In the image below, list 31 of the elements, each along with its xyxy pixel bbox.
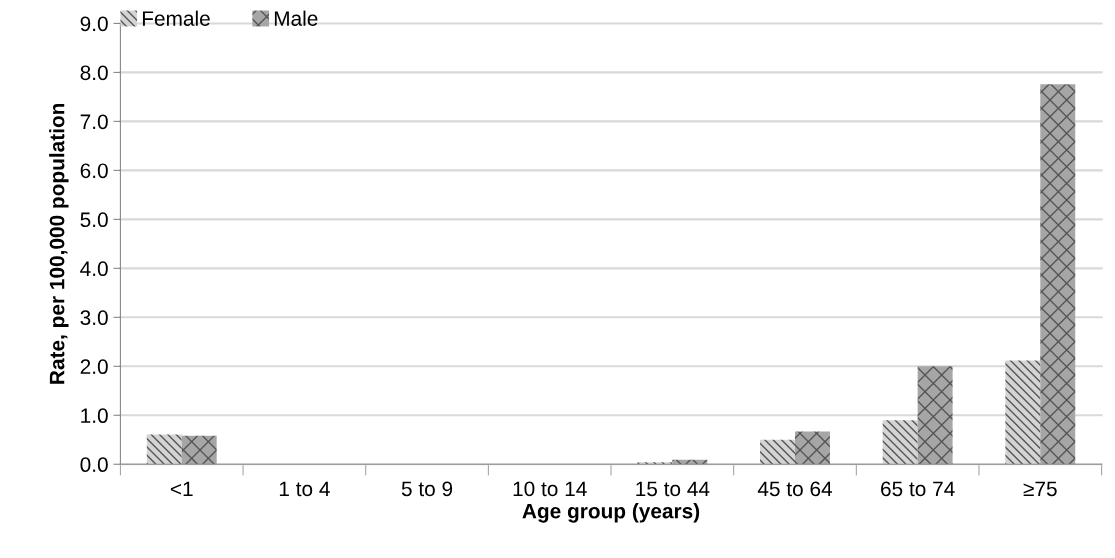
bar [1040,84,1076,465]
x-tick-label: ≥75 [1023,481,1057,497]
x-tick-label: 65 to 74 [881,481,955,497]
x-tick-label: <1 [170,481,193,497]
y-tick-label: 8.0 [80,65,108,81]
bar [1005,360,1041,465]
x-tick-label: 1 to 4 [279,481,330,497]
x-tick-label: 10 to 14 [513,481,587,497]
y-tick-label: 9.0 [80,16,108,32]
bar [917,366,953,465]
y-tick-label: 0.0 [80,457,108,473]
bar [882,420,918,465]
x-tick-label: 5 to 9 [401,481,453,497]
y-tick-label: 6.0 [80,163,108,179]
x-axis-title: Age group (years) [522,503,700,523]
bar [181,435,217,465]
x-tick-label: 45 to 64 [757,481,833,497]
bar [672,459,708,465]
bar [760,439,795,465]
y-tick-label: 3.0 [80,310,108,326]
legend-label: Male [274,10,318,26]
y-tick-label: 2.0 [80,359,108,375]
y-tick-label: 1.0 [81,408,108,424]
y-tick-label: 7.0 [80,114,108,130]
bar [795,431,830,465]
y-axis-title: Rate, per 100,000 population [49,103,69,384]
y-tick-label: 4.0 [80,261,108,277]
legend-label: Female [142,10,210,26]
y-tick-label: 5.0 [80,212,108,228]
bar [146,434,182,465]
x-tick-label: 15 to 44 [636,481,710,497]
